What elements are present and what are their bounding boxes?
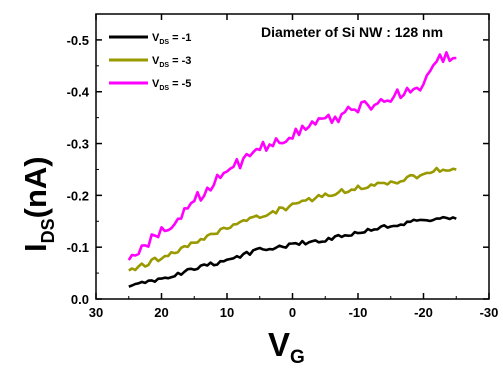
series-line-vds-5 bbox=[127, 51, 457, 261]
x-axis-ticks: 30 20 10 0 -10 -20 -30 bbox=[89, 14, 499, 320]
y-tick-label: -0.1 bbox=[67, 240, 89, 255]
x-tick-label: 30 bbox=[89, 305, 103, 320]
y-tick-label: -0.5 bbox=[67, 33, 89, 48]
diameter-annotation: Diameter of Si NW : 128 nm bbox=[261, 24, 443, 40]
y-axis-ticks: 0.0 -0.1 -0.2 -0.3 -0.4 -0.5 bbox=[67, 33, 489, 307]
series-layer bbox=[127, 51, 457, 288]
x-axis-label: VG bbox=[268, 326, 305, 368]
x-tick-label: -10 bbox=[349, 305, 368, 320]
legend: VDS = -1 VDS = -3 VDS = -5 bbox=[109, 32, 191, 92]
legend-label-vds-1: VDS = -1 bbox=[152, 32, 191, 46]
x-tick-label: 20 bbox=[154, 305, 168, 320]
x-tick-label: 10 bbox=[220, 305, 234, 320]
y-tick-label: -0.2 bbox=[67, 188, 89, 203]
x-tick-label: -30 bbox=[480, 305, 499, 320]
legend-label-vds-3: VDS = -3 bbox=[152, 55, 191, 69]
legend-label-vds-5: VDS = -5 bbox=[152, 78, 191, 92]
y-tick-label: 0.0 bbox=[71, 292, 89, 307]
x-tick-label: -20 bbox=[414, 305, 433, 320]
y-tick-label: -0.3 bbox=[67, 137, 89, 152]
series-line-vds-1 bbox=[128, 215, 457, 288]
y-axis-label: IDS(nA) bbox=[18, 156, 58, 252]
series-line-vds-3 bbox=[128, 166, 457, 272]
y-tick-label: -0.4 bbox=[67, 85, 90, 100]
x-tick-label: 0 bbox=[289, 305, 296, 320]
